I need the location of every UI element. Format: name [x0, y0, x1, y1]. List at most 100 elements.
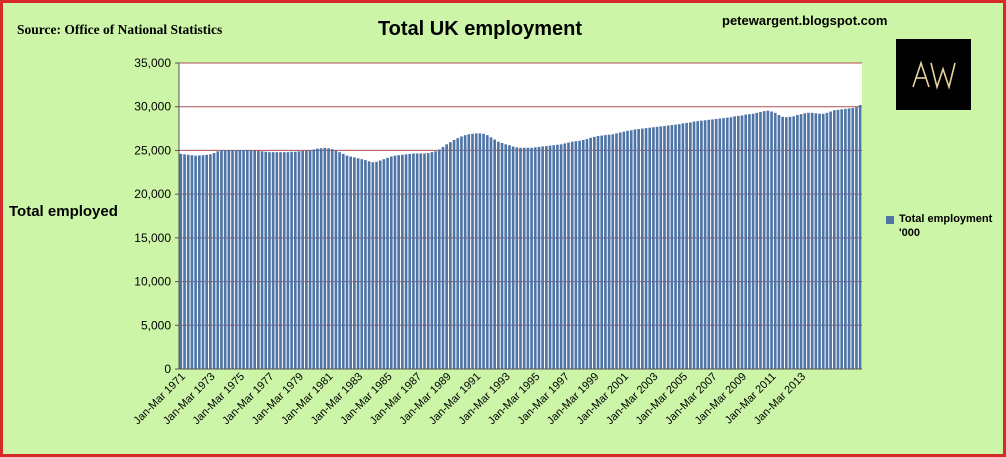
- bar: [275, 152, 279, 369]
- bar: [788, 116, 792, 370]
- y-tick-label: 30,000: [134, 100, 171, 114]
- bar: [415, 153, 419, 369]
- bar: [681, 123, 685, 369]
- bar: [685, 122, 688, 369]
- bar: [286, 152, 290, 369]
- bar: [711, 119, 714, 369]
- bar: [364, 160, 367, 369]
- bar: [201, 155, 205, 369]
- bar: [209, 154, 212, 369]
- bar: [463, 135, 467, 369]
- bar: [179, 153, 183, 369]
- bar: [437, 149, 441, 369]
- bar: [541, 146, 544, 369]
- bar: [485, 135, 489, 369]
- bar: [674, 124, 677, 369]
- y-tick-label: 35,000: [134, 56, 171, 70]
- bar: [604, 135, 607, 369]
- bar: [482, 133, 485, 369]
- bar: [393, 155, 397, 369]
- bar: [378, 160, 382, 369]
- bar: [430, 152, 434, 369]
- bar: [799, 114, 803, 370]
- bar: [205, 154, 209, 369]
- bar: [419, 153, 423, 369]
- bar: [382, 159, 386, 369]
- bar: [600, 135, 604, 369]
- bar: [530, 147, 533, 369]
- bar: [847, 108, 851, 370]
- bar: [308, 149, 312, 369]
- bar: [585, 139, 589, 369]
- bar: [449, 142, 452, 369]
- bar: [423, 153, 426, 369]
- bar: [508, 145, 511, 369]
- bar: [323, 147, 327, 369]
- bar: [563, 143, 567, 369]
- bar: [696, 121, 700, 369]
- bar: [216, 151, 220, 369]
- bar: [556, 144, 559, 369]
- bar: [766, 110, 770, 370]
- bar: [312, 149, 316, 369]
- bar: [257, 150, 260, 369]
- bar: [519, 147, 522, 369]
- bar: [759, 111, 762, 370]
- bar: [548, 145, 552, 369]
- bar: [460, 136, 463, 369]
- bar: [360, 159, 364, 369]
- bar: [290, 151, 293, 369]
- bar: [389, 156, 393, 369]
- bar: [234, 149, 238, 369]
- bar: [689, 122, 692, 369]
- bar: [810, 112, 814, 369]
- bar: [858, 104, 862, 369]
- bar: [408, 153, 412, 369]
- bar: [253, 150, 257, 369]
- bar: [434, 151, 437, 369]
- bar: [633, 129, 637, 369]
- bar: [231, 149, 234, 369]
- bar: [186, 154, 190, 369]
- bar: [807, 112, 810, 369]
- bar: [353, 157, 356, 369]
- bar: [345, 155, 349, 369]
- bar: [784, 117, 788, 370]
- bar: [615, 133, 618, 369]
- bar: [245, 149, 249, 369]
- bar: [559, 144, 563, 369]
- x-tick-label: Jan-Mar 2013: [752, 371, 808, 427]
- bar: [223, 149, 227, 369]
- bar: [183, 154, 186, 369]
- bar: [371, 162, 375, 369]
- bar: [338, 152, 341, 369]
- bar: [545, 146, 548, 369]
- bar: [840, 109, 844, 369]
- legend-label: Total employment '000: [899, 213, 993, 239]
- bar: [404, 154, 408, 369]
- bar: [578, 140, 581, 369]
- bar: [249, 149, 253, 369]
- bar: [825, 112, 829, 369]
- bar: [511, 146, 515, 369]
- bar: [626, 130, 629, 369]
- bar: [478, 133, 482, 369]
- bar: [677, 124, 681, 369]
- bar: [700, 120, 703, 369]
- bar: [736, 115, 740, 369]
- bar: [744, 114, 748, 369]
- bar: [271, 152, 275, 369]
- bar: [197, 155, 201, 369]
- bar: [733, 116, 736, 369]
- bar: [703, 120, 707, 370]
- bar: [666, 125, 670, 369]
- bar: [851, 108, 855, 369]
- bar: [637, 129, 640, 369]
- bar: [751, 113, 755, 370]
- chart-title: Total UK employment: [377, 18, 583, 40]
- bar: [607, 134, 611, 369]
- bar: [740, 115, 744, 370]
- bar: [264, 151, 268, 369]
- bar: [567, 142, 570, 369]
- bar: [644, 128, 648, 369]
